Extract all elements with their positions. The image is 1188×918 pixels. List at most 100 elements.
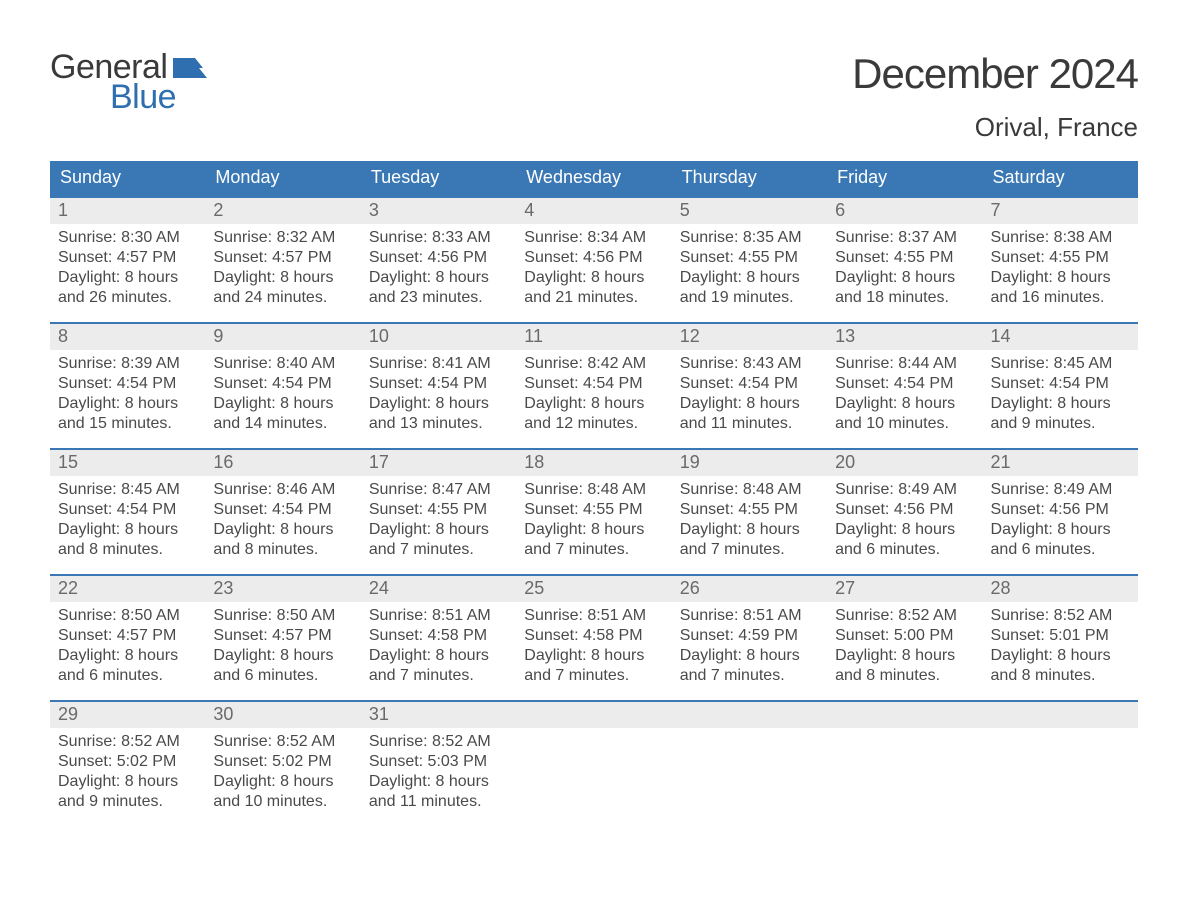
sunrise-line: Sunrise: 8:45 AM	[991, 354, 1130, 374]
day-details: Sunrise: 8:52 AMSunset: 5:01 PMDaylight:…	[983, 602, 1138, 696]
day-number: 4	[516, 198, 671, 224]
sunrise-line: Sunrise: 8:52 AM	[213, 732, 352, 752]
calendar-day: 18Sunrise: 8:48 AMSunset: 4:55 PMDayligh…	[516, 450, 671, 574]
day-details: Sunrise: 8:51 AMSunset: 4:59 PMDaylight:…	[672, 602, 827, 696]
calendar-day: 5Sunrise: 8:35 AMSunset: 4:55 PMDaylight…	[672, 198, 827, 322]
day-number: 20	[827, 450, 982, 476]
calendar-day: 8Sunrise: 8:39 AMSunset: 4:54 PMDaylight…	[50, 324, 205, 448]
daylight-line: Daylight: 8 hours	[369, 772, 508, 792]
day-details: Sunrise: 8:49 AMSunset: 4:56 PMDaylight:…	[983, 476, 1138, 570]
day-number: 15	[50, 450, 205, 476]
sunrise-line: Sunrise: 8:52 AM	[369, 732, 508, 752]
sunset-line: Sunset: 4:54 PM	[524, 374, 663, 394]
calendar-day: 26Sunrise: 8:51 AMSunset: 4:59 PMDayligh…	[672, 576, 827, 700]
daylight-line-2: and 7 minutes.	[369, 540, 508, 560]
sunset-line: Sunset: 4:54 PM	[680, 374, 819, 394]
sunset-line: Sunset: 4:54 PM	[991, 374, 1130, 394]
calendar-day: 19Sunrise: 8:48 AMSunset: 4:55 PMDayligh…	[672, 450, 827, 574]
sunset-line: Sunset: 4:55 PM	[680, 500, 819, 520]
daylight-line-2: and 6 minutes.	[213, 666, 352, 686]
daylight-line: Daylight: 8 hours	[835, 394, 974, 414]
sunrise-line: Sunrise: 8:48 AM	[524, 480, 663, 500]
sunset-line: Sunset: 4:59 PM	[680, 626, 819, 646]
daylight-line-2: and 24 minutes.	[213, 288, 352, 308]
daylight-line: Daylight: 8 hours	[524, 268, 663, 288]
calendar: SundayMondayTuesdayWednesdayThursdayFrid…	[50, 161, 1138, 826]
dow-header-cell: Sunday	[50, 161, 205, 196]
daylight-line: Daylight: 8 hours	[835, 646, 974, 666]
daylight-line: Daylight: 8 hours	[680, 394, 819, 414]
calendar-week: 29Sunrise: 8:52 AMSunset: 5:02 PMDayligh…	[50, 700, 1138, 826]
sunrise-line: Sunrise: 8:49 AM	[835, 480, 974, 500]
day-number: 13	[827, 324, 982, 350]
daylight-line-2: and 23 minutes.	[369, 288, 508, 308]
calendar-day: 10Sunrise: 8:41 AMSunset: 4:54 PMDayligh…	[361, 324, 516, 448]
sunrise-line: Sunrise: 8:52 AM	[835, 606, 974, 626]
daylight-line-2: and 10 minutes.	[213, 792, 352, 812]
daylight-line-2: and 7 minutes.	[680, 666, 819, 686]
daylight-line: Daylight: 8 hours	[58, 520, 197, 540]
calendar-day: 3Sunrise: 8:33 AMSunset: 4:56 PMDaylight…	[361, 198, 516, 322]
calendar-day: 7Sunrise: 8:38 AMSunset: 4:55 PMDaylight…	[983, 198, 1138, 322]
day-number: 11	[516, 324, 671, 350]
day-number: 28	[983, 576, 1138, 602]
dow-header-cell: Friday	[827, 161, 982, 196]
calendar-day: 25Sunrise: 8:51 AMSunset: 4:58 PMDayligh…	[516, 576, 671, 700]
calendar-day: 13Sunrise: 8:44 AMSunset: 4:54 PMDayligh…	[827, 324, 982, 448]
daylight-line: Daylight: 8 hours	[524, 520, 663, 540]
title-block: December 2024 Orival, France	[852, 50, 1138, 143]
day-details: Sunrise: 8:34 AMSunset: 4:56 PMDaylight:…	[516, 224, 671, 318]
day-details: Sunrise: 8:41 AMSunset: 4:54 PMDaylight:…	[361, 350, 516, 444]
day-number: 5	[672, 198, 827, 224]
calendar-day: 14 Sunrise: 8:45 AMSunset: 4:54 PMDayligh…	[983, 324, 1138, 448]
day-number: 12	[672, 324, 827, 350]
sunrise-line: Sunrise: 8:41 AM	[369, 354, 508, 374]
daylight-line-2: and 7 minutes.	[524, 666, 663, 686]
sunrise-line: Sunrise: 8:52 AM	[58, 732, 197, 752]
calendar-day: 6Sunrise: 8:37 AMSunset: 4:55 PMDaylight…	[827, 198, 982, 322]
daylight-line: Daylight: 8 hours	[213, 646, 352, 666]
calendar-day: 2Sunrise: 8:32 AMSunset: 4:57 PMDaylight…	[205, 198, 360, 322]
sunrise-line: Sunrise: 8:45 AM	[58, 480, 197, 500]
sunset-line: Sunset: 4:54 PM	[213, 500, 352, 520]
daylight-line-2: and 8 minutes.	[991, 666, 1130, 686]
sunset-line: Sunset: 4:56 PM	[991, 500, 1130, 520]
daylight-line: Daylight: 8 hours	[680, 646, 819, 666]
dow-header-cell: Wednesday	[516, 161, 671, 196]
sunrise-line: Sunrise: 8:32 AM	[213, 228, 352, 248]
day-details: Sunrise: 8:52 AMSunset: 5:02 PMDaylight:…	[205, 728, 360, 822]
day-number: 14	[983, 324, 1138, 350]
daylight-line: Daylight: 8 hours	[991, 394, 1130, 414]
brand-word2: Blue	[110, 80, 207, 114]
calendar-day: 31Sunrise: 8:52 AMSunset: 5:03 PMDayligh…	[361, 702, 516, 826]
flag-icon	[173, 54, 207, 82]
calendar-day: 9Sunrise: 8:40 AMSunset: 4:54 PMDaylight…	[205, 324, 360, 448]
day-details: Sunrise: 8:39 AMSunset: 4:54 PMDaylight:…	[50, 350, 205, 444]
sunset-line: Sunset: 4:55 PM	[835, 248, 974, 268]
calendar-day: 30Sunrise: 8:52 AMSunset: 5:02 PMDayligh…	[205, 702, 360, 826]
day-number: 10	[361, 324, 516, 350]
sunset-line: Sunset: 4:57 PM	[213, 626, 352, 646]
sunset-line: Sunset: 4:54 PM	[213, 374, 352, 394]
daylight-line: Daylight: 8 hours	[369, 394, 508, 414]
day-number: 27	[827, 576, 982, 602]
daylight-line: Daylight: 8 hours	[213, 394, 352, 414]
dow-header-cell: Saturday	[983, 161, 1138, 196]
daylight-line: Daylight: 8 hours	[369, 646, 508, 666]
calendar-day: 23Sunrise: 8:50 AMSunset: 4:57 PMDayligh…	[205, 576, 360, 700]
sunset-line: Sunset: 4:54 PM	[835, 374, 974, 394]
day-details: Sunrise: 8:37 AMSunset: 4:55 PMDaylight:…	[827, 224, 982, 318]
daylight-line: Daylight: 8 hours	[991, 646, 1130, 666]
day-number: 3	[361, 198, 516, 224]
day-details	[672, 728, 827, 742]
day-number: 24	[361, 576, 516, 602]
sunset-line: Sunset: 4:55 PM	[991, 248, 1130, 268]
sunset-line: Sunset: 4:56 PM	[369, 248, 508, 268]
sunrise-line: Sunrise: 8:51 AM	[680, 606, 819, 626]
day-details	[983, 728, 1138, 742]
daylight-line-2: and 6 minutes.	[58, 666, 197, 686]
day-number: 9	[205, 324, 360, 350]
day-details: Sunrise: 8:45 AMSunset: 4:54 PMDaylight:…	[50, 476, 205, 570]
sunrise-line: Sunrise: 8:52 AM	[991, 606, 1130, 626]
daylight-line-2: and 16 minutes.	[991, 288, 1130, 308]
